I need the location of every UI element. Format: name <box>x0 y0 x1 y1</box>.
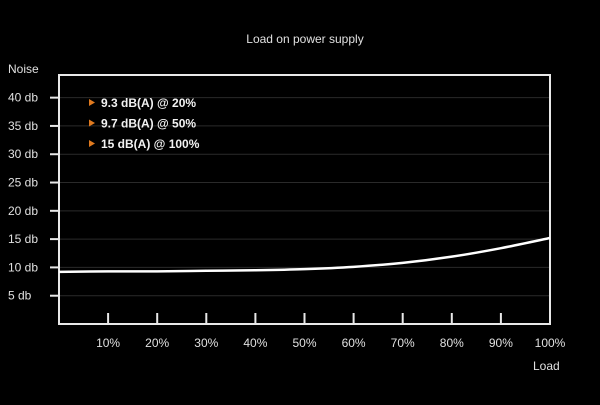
y-tick-label: 10 db <box>8 260 38 274</box>
x-tick-label: 90% <box>489 336 513 350</box>
y-tick-label: 30 db <box>8 147 38 161</box>
x-tick-label: 20% <box>145 336 169 350</box>
y-tick-label: 15 db <box>8 232 38 246</box>
y-axis-label: Noise <box>8 62 39 76</box>
x-tick-label: 10% <box>96 336 120 350</box>
y-tick-label: 40 db <box>8 91 38 105</box>
x-tick-label: 70% <box>391 336 415 350</box>
noise-series-line <box>58 236 551 274</box>
bullet-triangle-icon <box>89 99 95 106</box>
y-tick-label: 5 db <box>8 289 32 303</box>
bullet-triangle-icon <box>89 119 95 127</box>
annotation-text: 9.3 dB(A) @ 20% <box>101 96 196 110</box>
annotation-text: 9.7 dB(A) @ 50% <box>101 117 196 131</box>
chart-title: Load on power supply <box>246 32 363 46</box>
x-axis-label: Load <box>533 359 560 373</box>
y-tick-label: 20 db <box>8 204 38 218</box>
x-tick-label: 80% <box>440 336 464 350</box>
annotation-text: 15 dB(A) @ 100% <box>101 137 200 151</box>
x-tick-label: 50% <box>292 336 316 350</box>
x-tick-label: 60% <box>342 336 366 350</box>
bullet-triangle-icon <box>89 140 95 147</box>
y-tick-label: 35 db <box>8 119 38 133</box>
x-tick-label: 30% <box>194 336 218 350</box>
x-tick-label: 40% <box>243 336 267 350</box>
x-tick-label: 100% <box>535 336 566 350</box>
y-tick-label: 25 db <box>8 176 38 190</box>
plot-frame <box>58 74 551 325</box>
